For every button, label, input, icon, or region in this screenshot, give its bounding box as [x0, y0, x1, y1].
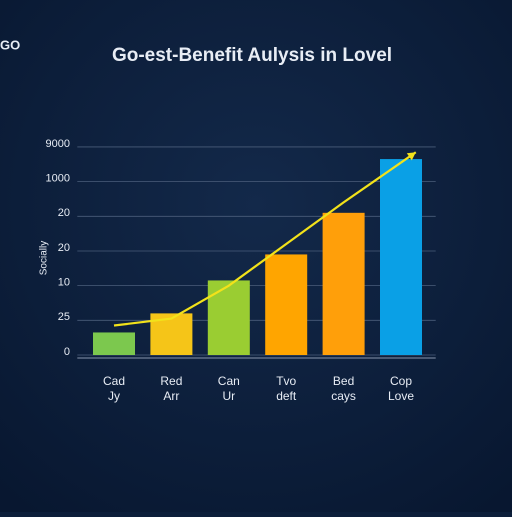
chart-title: Go-est-Benefit Aulysis in Lovel	[112, 45, 392, 66]
x-tick-label: Cop	[390, 374, 412, 388]
trend-line	[113, 161, 402, 327]
y-tick-label: 1000	[46, 173, 70, 185]
x-tick-label: Can	[218, 374, 240, 388]
brand: GO	[0, 37, 20, 52]
y-tick-label: 9000	[46, 138, 70, 150]
x-tick-label: Ur	[222, 389, 235, 403]
x-tick-label: Jy	[108, 389, 120, 403]
y-tick-label: 10	[58, 277, 70, 289]
trend-arrow-head	[406, 152, 416, 161]
y-tick-label: 20	[58, 207, 70, 219]
x-tick-label: Cad	[103, 374, 125, 388]
x-tick-label: deft	[276, 389, 297, 403]
bar	[265, 254, 308, 355]
bar	[207, 280, 250, 355]
x-tick-label: Tvo	[276, 374, 296, 388]
x-tick-label: cays	[331, 389, 356, 403]
y-tick-label: 0	[64, 346, 70, 358]
x-tick-label: Arr	[163, 389, 179, 403]
x-tick-label: Red	[160, 374, 182, 388]
bar	[93, 332, 135, 355]
bar	[322, 212, 365, 355]
y-tick-label: 20	[58, 242, 70, 254]
y-axis-label: Socially	[39, 241, 50, 275]
x-tick-label: Bed	[333, 374, 354, 388]
x-tick-label: Love	[388, 389, 414, 403]
bar	[380, 159, 422, 355]
y-tick-label: 25	[58, 311, 70, 323]
